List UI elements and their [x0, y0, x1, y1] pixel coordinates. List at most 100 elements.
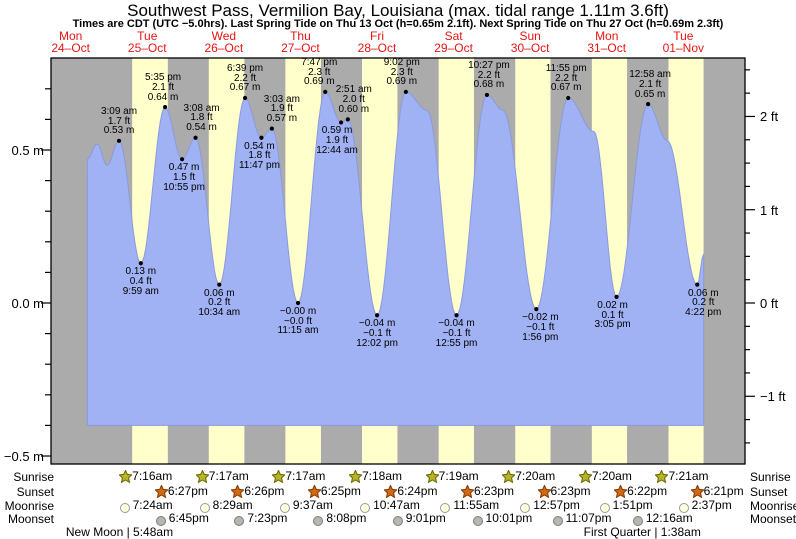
sunrise-icon — [577, 469, 593, 488]
low-tide-dot — [534, 307, 539, 312]
day-label: Mon 24–Oct — [51, 29, 91, 55]
moonset-row-label-right: Moonset — [750, 512, 796, 526]
tide-annotation-high: 12:58 am 2.1 ft 0.65 m — [629, 69, 671, 100]
sunrise-time: 7:19am — [438, 469, 479, 483]
sunrise-time: 7:16am — [132, 469, 173, 483]
day-label: Sat 29–Oct — [434, 29, 473, 55]
high-tide-dot — [566, 95, 571, 101]
moonset-time: 10:01pm — [485, 511, 533, 525]
low-tide-dot — [375, 313, 380, 318]
tide-annotation-high: 9:02 pm 2.3 ft 0.69 m — [383, 56, 420, 88]
sunset-icon — [613, 484, 629, 503]
moonset-time: 8:08pm — [326, 511, 367, 525]
moonset-icon — [552, 513, 563, 531]
sunrise-icon — [194, 469, 210, 488]
sunset-row-label-left: Sunset — [16, 485, 54, 499]
low-tide-dot — [180, 157, 185, 162]
sunset-icon — [459, 484, 475, 503]
tide-annotation-low: −0.04 m −0.1 ft 12:55 pm — [435, 318, 478, 349]
moonrise-time: 1:51pm — [612, 498, 653, 512]
moonrise-row-label-right: Moonrise — [750, 499, 796, 513]
moonset-icon — [234, 513, 245, 531]
sunrise-icon — [347, 469, 364, 488]
high-tide-dot — [269, 126, 274, 131]
left-axis-label: −0.5 m — [3, 449, 44, 464]
moonset-time: 6:45pm — [168, 511, 209, 525]
low-tide-dot — [138, 261, 143, 266]
high-tide-dot — [162, 105, 168, 110]
sunrise-time: 7:21am — [668, 469, 709, 483]
tide-annotation-high: 11:55 pm 2.2 ft 0.67 m — [545, 62, 587, 94]
moonrise-time: 10:47am — [373, 498, 420, 512]
moon-phase-label: New Moon | 5:48am — [65, 525, 174, 539]
moonrise-icon — [119, 500, 130, 518]
day-label: Tue 25–Oct — [127, 29, 167, 55]
sunrise-icon — [118, 469, 134, 488]
sunrise-time: 7:17am — [208, 469, 249, 483]
moon-phase-label: First Quarter | 1:38am — [583, 525, 701, 539]
sunset-row-label-right: Sunset — [750, 485, 788, 499]
low-tide-dot — [338, 120, 344, 125]
sunset-time: 6:22pm — [627, 484, 668, 498]
low-tide-dot — [695, 282, 700, 287]
sunrise-icon — [271, 469, 287, 488]
high-tide-dot — [193, 135, 198, 140]
chart-subtitle: Times are CDT (UTC −5.0hrs). Last Spring… — [72, 18, 724, 30]
moonrise-time: 9:37am — [292, 498, 333, 512]
high-tide-dot — [403, 89, 408, 94]
tide-annotation-low: 0.06 m 0.2 ft 4:22 pm — [685, 287, 722, 319]
low-tide-dot — [454, 313, 459, 318]
right-axis-label: 0 ft — [760, 296, 779, 311]
day-label: Fri 28–Oct — [357, 29, 397, 55]
moonrise-time: 7:24am — [132, 498, 173, 512]
high-tide-dot — [323, 89, 328, 94]
sunrise-icon — [424, 469, 440, 488]
sunrise-time: 7:17am — [285, 469, 326, 483]
moonset-time: 9:01pm — [405, 511, 446, 525]
low-tide-dot — [295, 300, 301, 306]
sunrise-time: 7:18am — [362, 469, 403, 483]
high-tide-dot — [484, 92, 490, 98]
moonrise-icon — [279, 500, 290, 518]
tide-annotation-low: 0.13 m 0.4 ft 9:59 am — [122, 266, 159, 297]
moonrise-icon — [599, 500, 610, 518]
high-tide-dot — [116, 138, 122, 143]
moonrise-row-label-left: Moonrise — [4, 499, 54, 513]
tide-annotation-high: 3:03 am 1.9 ft 0.57 m — [263, 93, 300, 124]
sunrise-icon — [501, 469, 517, 488]
high-tide-dot — [646, 102, 651, 107]
plot-border — [50, 57, 746, 465]
moonset-icon — [472, 513, 483, 531]
low-tide-dot — [614, 294, 619, 299]
moonrise-time: 12:57pm — [533, 498, 580, 512]
tide-annotation-high: 10:27 pm 2.2 ft 0.68 m — [468, 59, 510, 91]
sunset-time: 6:24pm — [397, 484, 438, 498]
sunset-time: 6:26pm — [244, 484, 285, 498]
moonset-time: 7:23pm — [247, 511, 288, 525]
sunrise-icon — [654, 469, 670, 488]
day-label: Thu 27–Oct — [281, 29, 320, 55]
low-tide-dot — [259, 135, 264, 140]
tide-annotation-high: 7:47 pm 2.3 ft 0.69 m — [301, 56, 338, 88]
tide-annotation-low: 0.06 m 0.2 ft 10:34 am — [198, 287, 241, 319]
left-axis-label: 0.5 m — [11, 143, 44, 158]
tide-annotation-low: −0.04 m −0.1 ft 12:02 pm — [356, 318, 398, 349]
right-axis-label: −1 ft — [760, 389, 786, 405]
moonset-icon — [632, 513, 643, 531]
sunset-icon — [689, 484, 705, 503]
moonset-row-label-left: Moonset — [7, 512, 54, 526]
moonrise-time: 8:29am — [212, 498, 253, 512]
sunset-icon — [383, 484, 399, 503]
right-axis-label: 1 ft — [760, 202, 779, 218]
moonset-icon — [155, 513, 166, 531]
moonset-time: 12:16am — [645, 511, 693, 525]
sunset-icon — [153, 484, 169, 503]
sunset-time: 6:27pm — [167, 484, 208, 498]
tide-annotation-low: −0.00 m −0.0 ft 11:15 am — [277, 306, 319, 337]
moonrise-icon — [520, 500, 531, 518]
moonrise-time: 11:55am — [453, 498, 500, 512]
left-axis-label: 0.0 m — [11, 296, 44, 311]
sunrise-row-label-right: Sunrise — [750, 470, 791, 484]
